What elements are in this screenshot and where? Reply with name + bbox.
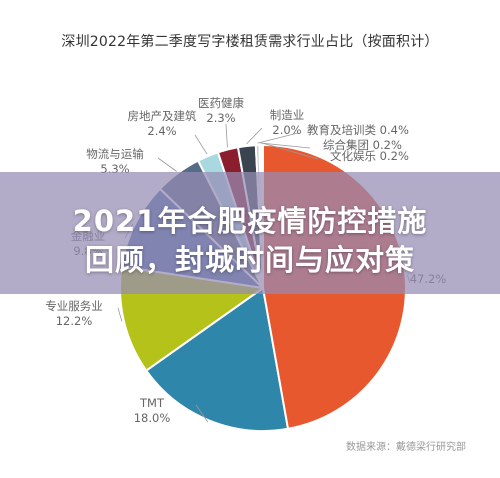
slice-label-5: 医药健康 <box>198 96 244 110</box>
leader-line-9 <box>261 142 319 160</box>
slice-value-0: 18.0% <box>134 411 171 425</box>
leader-line-8 <box>260 142 311 149</box>
slice-label-6: 制造业 <box>270 108 305 122</box>
slice-label-4: 房地产及建筑 <box>128 109 197 123</box>
slice-label-7: 教育及培训类 0.4% <box>307 123 409 137</box>
overlay-headline-line-2: 回顾，封城时间与应对策 <box>84 243 415 277</box>
slice-value-5: 2.3% <box>206 111 235 125</box>
leader-line-4 <box>194 134 208 155</box>
slice-value-1: 12.2% <box>56 314 93 328</box>
leader-line-0 <box>195 404 209 423</box>
slice-value-4: 2.4% <box>147 124 176 138</box>
source-note: 数据来源：戴德梁行研究部 <box>346 442 466 453</box>
pie-slice-0 <box>144 286 290 432</box>
slice-value-6: 2.0% <box>272 123 301 137</box>
slice-label-8: 综合集团 0.2% <box>323 138 402 152</box>
leader-line-6 <box>246 127 263 145</box>
slice-label-0: TMT <box>139 396 165 410</box>
leader-line-5 <box>225 123 228 148</box>
leader-line-1 <box>117 307 123 322</box>
overlay-headline-line-1: 2021年合肥疫情防控措施 <box>72 204 428 238</box>
slice-label-1: 专业服务业 <box>45 299 103 313</box>
chart-title: 深圳2022年第二季度写字楼租赁需求行业占比（按面积计） <box>61 34 439 50</box>
slice-label-3: 物流与运输 <box>86 147 144 161</box>
overlay-banner <box>0 172 500 294</box>
slice-label-9: 文化娱乐 0.2% <box>330 149 409 163</box>
leader-line-3 <box>157 157 177 172</box>
leader-line-7 <box>257 132 299 144</box>
